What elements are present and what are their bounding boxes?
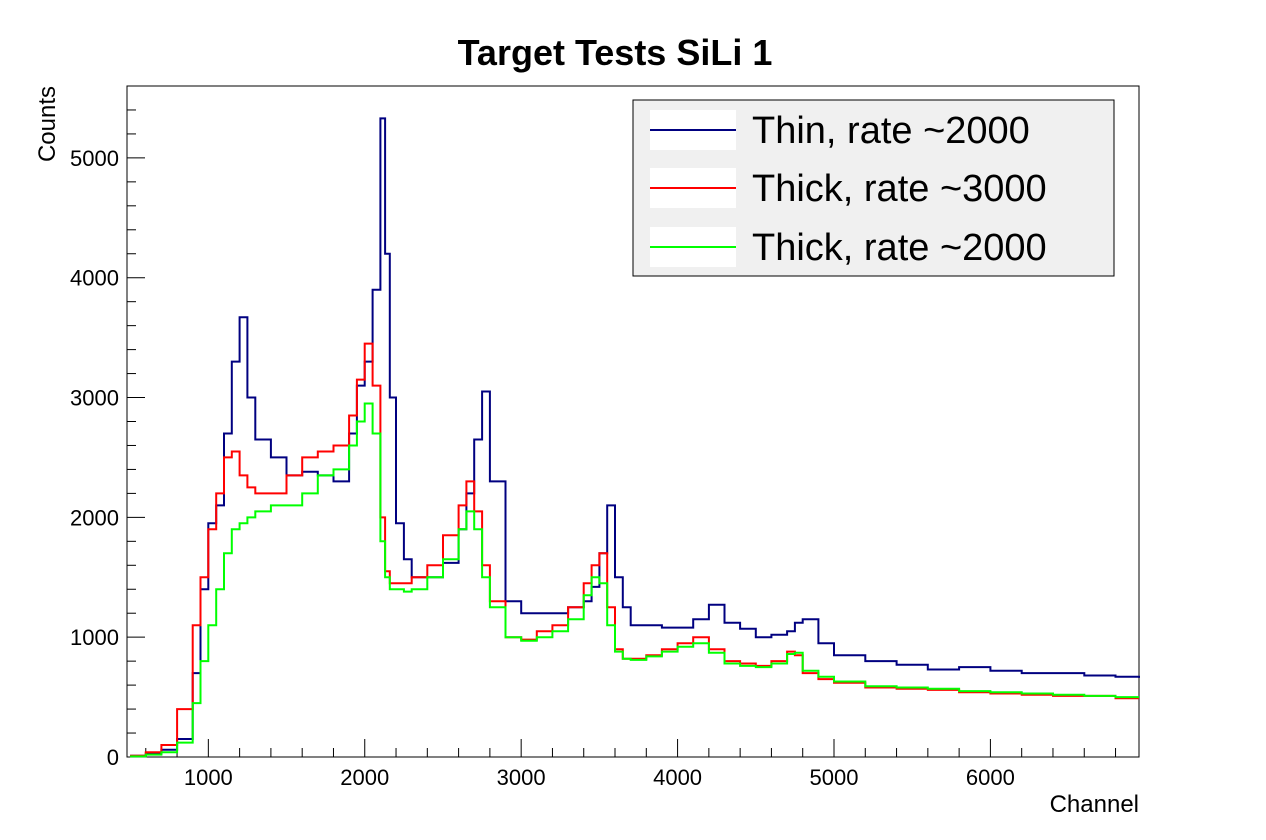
x-tick-label: 4000 (653, 765, 702, 790)
x-tick-label: 2000 (340, 765, 389, 790)
series-line-2 (130, 342, 1139, 757)
chart-title: Target Tests SiLi 1 (458, 32, 773, 73)
y-tick-label: 0 (107, 745, 119, 770)
x-tick-label: 3000 (497, 765, 546, 790)
series-layer (130, 117, 1140, 758)
x-tick-label: 1000 (184, 765, 233, 790)
series-line-1 (130, 117, 1140, 757)
y-tick-label: 3000 (70, 386, 119, 411)
y-axis: 0 1000 2000 3000 4000 5000 (70, 85, 145, 770)
legend: Thin, rate ~2000 Thick, rate ~3000 Thick, … (632, 99, 1115, 277)
legend-label: Thick, rate ~2000 (752, 227, 1047, 269)
legend-label: Thick, rate ~3000 (752, 168, 1047, 210)
legend-label: Thin, rate ~2000 (752, 110, 1030, 152)
x-axis-label: Channel (1050, 791, 1139, 818)
y-tick-label: 1000 (70, 625, 119, 650)
y-tick-label: 4000 (70, 266, 119, 291)
x-tick-label: 6000 (966, 765, 1015, 790)
series-line-3 (130, 402, 1139, 758)
y-axis-label: Counts (34, 86, 61, 162)
y-tick-label: 5000 (70, 146, 119, 171)
y-tick-label: 2000 (70, 505, 119, 530)
x-tick-label: 5000 (810, 765, 859, 790)
x-axis: 1000 2000 3000 4000 5000 6000 (145, 739, 1117, 790)
